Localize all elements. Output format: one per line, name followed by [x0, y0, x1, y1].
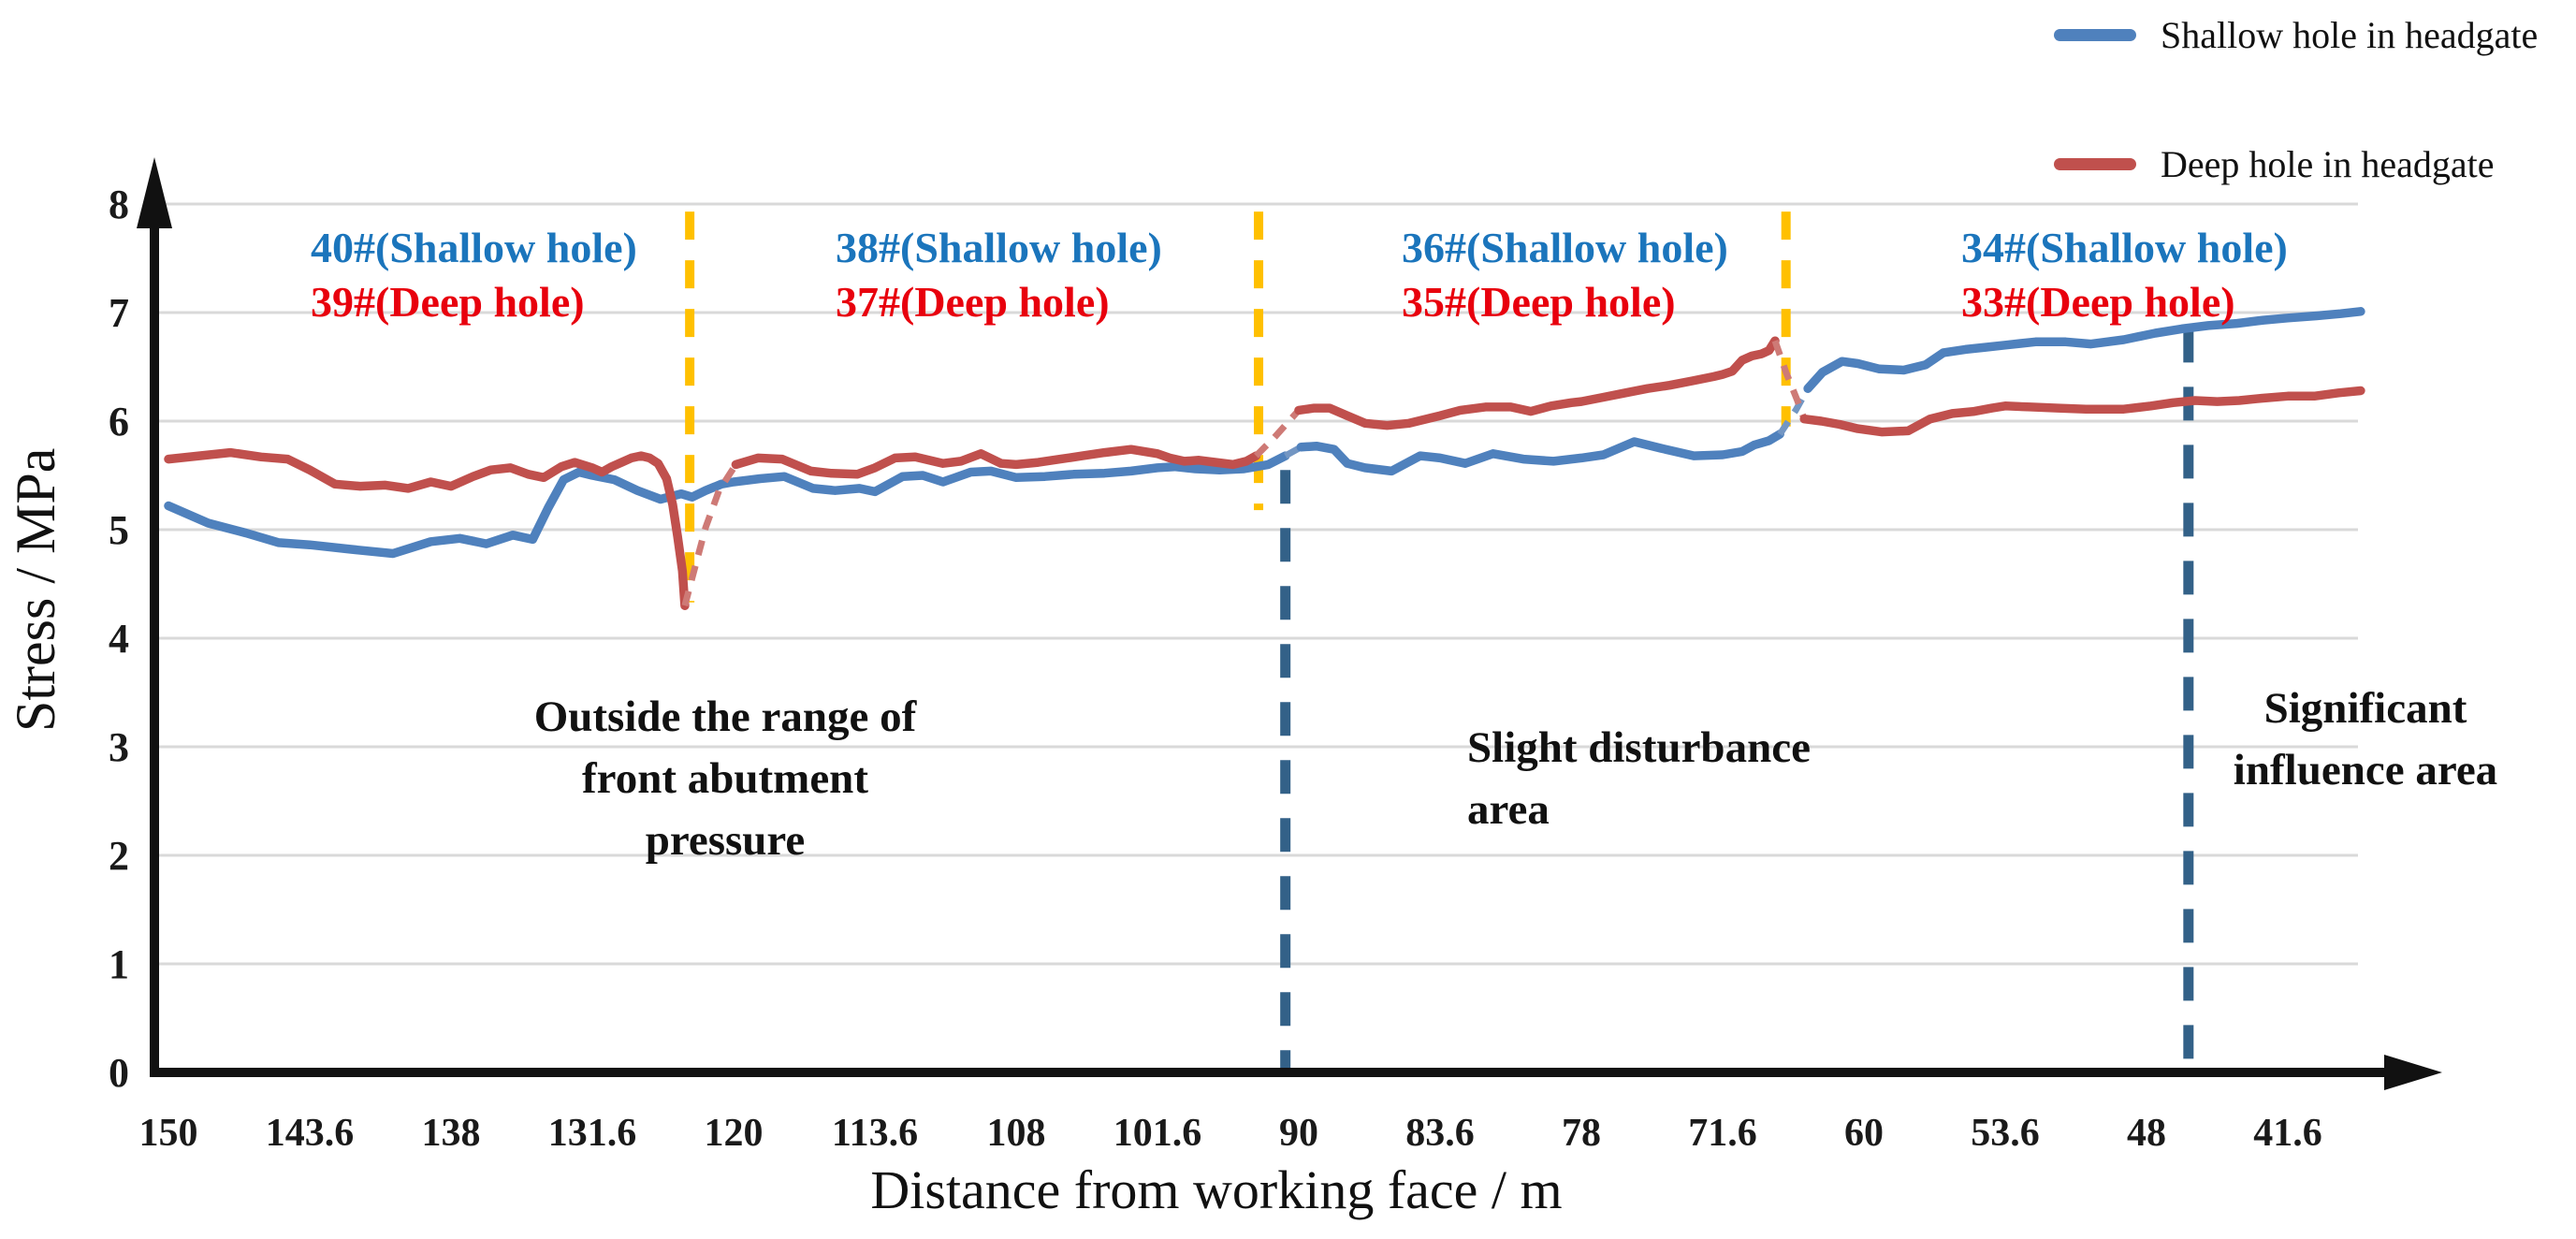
x-tick-label-131.6: 131.6 [548, 1112, 637, 1155]
x-axis-arrowhead [2384, 1055, 2442, 1090]
x-tick-label-108: 108 [987, 1112, 1046, 1155]
series-deep-segment-6 [1799, 386, 2365, 437]
x-tick-label-53.6: 53.6 [1971, 1112, 2040, 1155]
y-tick-label-3: 3 [109, 724, 129, 770]
x-tick-label-48: 48 [2127, 1112, 2166, 1155]
zone-label-3: 36#(Shallow hole) 35#(Deep hole) [1402, 221, 1728, 329]
area-outside-line-3: pressure [645, 816, 806, 865]
area-slight-line-1: Slight disturbance [1467, 723, 1811, 772]
zone-1-deep-label: 39#(Deep hole) [311, 278, 585, 326]
area-label-slight: Slight disturbance area [1467, 717, 1811, 840]
series-shallow-segment-4 [1803, 307, 2365, 393]
zone-4-shallow-label: 34#(Shallow hole) [1961, 224, 2288, 271]
x-tick-label-78: 78 [1562, 1112, 1601, 1155]
zone-label-4: 34#(Shallow hole) 33#(Deep hole) [1961, 221, 2288, 329]
y-axis-arrowhead [137, 157, 172, 228]
x-tick-label-120: 120 [705, 1112, 764, 1155]
series-shallow-segment-2 [1296, 430, 1784, 476]
y-tick-label-2: 2 [109, 833, 129, 879]
legend-swatch-deep [2054, 158, 2136, 170]
x-tick-label-41.6: 41.6 [2253, 1112, 2322, 1155]
x-tick-label-90: 90 [1279, 1112, 1318, 1155]
area-slight-line-2: area [1467, 785, 1550, 834]
area-label-outside: Outside the range of front abutment pres… [440, 686, 1011, 871]
area-outside-line-1: Outside the range of [533, 692, 917, 741]
area-outside-line-2: front abutment [582, 754, 868, 803]
zone-3-shallow-label: 36#(Shallow hole) [1402, 224, 1728, 271]
y-tick-label-1: 1 [109, 941, 129, 987]
zone-3-deep-label: 35#(Deep hole) [1402, 278, 1676, 326]
series-shallow-segment-3 [1777, 386, 1812, 436]
zone-2-shallow-label: 38#(Shallow hole) [836, 224, 1162, 271]
legend-item-deep: Deep hole in headgate [2054, 142, 2495, 186]
x-tick-label-150: 150 [139, 1112, 198, 1155]
x-axis-title: Distance from working face / m [870, 1159, 1563, 1220]
zone-2-deep-label: 37#(Deep hole) [836, 278, 1110, 326]
x-tick-label-113.6: 113.6 [832, 1112, 918, 1155]
y-tick-label-6: 6 [109, 399, 129, 445]
x-tick-label-143.6: 143.6 [266, 1112, 355, 1155]
y-tick-label-7: 7 [109, 290, 129, 336]
legend-label-deep: Deep hole in headgate [2161, 143, 2495, 185]
series-shallow-segment-0 [164, 451, 1290, 559]
zone-label-1: 40#(Shallow hole) 39#(Deep hole) [311, 221, 637, 329]
area-significant-line-2: influence area [2233, 746, 2498, 794]
x-tick-label-60: 60 [1844, 1112, 1884, 1155]
zone-1-shallow-label: 40#(Shallow hole) [311, 224, 637, 271]
series-deep-segment-2 [731, 445, 1261, 479]
series-deep-segment-4 [1294, 336, 1780, 430]
y-tick-label-5: 5 [109, 507, 129, 553]
legend-swatch-shallow [2054, 29, 2136, 41]
legend-label-shallow: Shallow hole in headgate [2161, 14, 2539, 56]
y-tick-label-4: 4 [109, 616, 129, 662]
x-tick-label-71.6: 71.6 [1688, 1112, 1757, 1155]
area-label-significant: Significant influence area [2197, 678, 2534, 801]
y-axis-title: Stress / MPa [5, 447, 66, 732]
y-tick-label-0: 0 [109, 1050, 129, 1096]
x-tick-label-138: 138 [422, 1112, 481, 1155]
x-tick-label-101.6: 101.6 [1113, 1112, 1202, 1155]
series-deep-segment-0 [164, 447, 690, 610]
area-significant-line-1: Significant [2263, 684, 2467, 733]
x-tick-label-83.6: 83.6 [1405, 1112, 1475, 1155]
series-deep-segment-1 [681, 462, 739, 607]
zone-4-deep-label: 33#(Deep hole) [1961, 278, 2235, 326]
legend-item-shallow: Shallow hole in headgate [2054, 13, 2538, 57]
series-deep-segment-3 [1253, 408, 1302, 459]
y-tick-label-8: 8 [109, 182, 129, 227]
zone-label-2: 38#(Shallow hole) 37#(Deep hole) [836, 221, 1162, 329]
